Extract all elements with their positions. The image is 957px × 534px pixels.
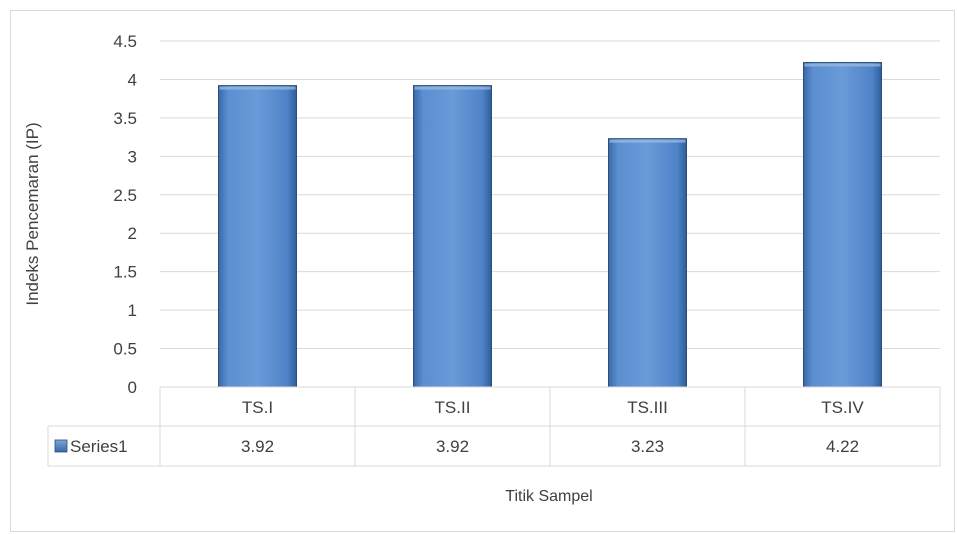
bar	[413, 85, 492, 388]
legend-marker	[54, 439, 68, 453]
legend-series-name: Series1	[70, 437, 128, 456]
y-tick-label: 3	[128, 147, 137, 166]
y-tick-label: 4	[128, 70, 137, 89]
x-tick-label: TS.IV	[821, 398, 864, 417]
bar-highlight	[804, 63, 881, 67]
y-tick-label: 2.5	[113, 186, 137, 205]
bar-highlight	[414, 86, 491, 90]
y-tick-label: 1.5	[113, 263, 137, 282]
y-axis-tick-labels: 0 0.5 1 1.5 2 2.5 3 3.5 4 4.5	[113, 32, 137, 397]
data-label: 3.92	[436, 437, 469, 456]
bar	[803, 62, 882, 388]
x-tick-label: TS.I	[242, 398, 273, 417]
bars	[218, 62, 882, 388]
y-tick-label: 0	[128, 378, 137, 397]
x-axis-label: Titik Sampel	[505, 488, 592, 505]
y-tick-label: 4.5	[113, 32, 137, 51]
y-tick-label: 2	[128, 224, 137, 243]
data-label: 3.92	[241, 437, 274, 456]
data-label: 3.23	[631, 437, 664, 456]
bar	[608, 138, 687, 388]
y-tick-label: 1	[128, 301, 137, 320]
bar-highlight	[609, 139, 686, 143]
x-tick-label: TS.III	[627, 398, 668, 417]
bar-highlight	[219, 86, 296, 90]
y-tick-label: 3.5	[113, 109, 137, 128]
bar	[218, 85, 297, 388]
x-tick-label: TS.II	[435, 398, 471, 417]
y-tick-label: 0.5	[113, 340, 137, 359]
y-axis-label: Indeks Pencemaran (IP)	[23, 122, 42, 305]
data-table: TS.I 3.92 TS.II 3.92 TS.III 3.23 TS.IV 4.22 Seri…	[47, 386, 941, 467]
data-label: 4.22	[826, 437, 859, 456]
